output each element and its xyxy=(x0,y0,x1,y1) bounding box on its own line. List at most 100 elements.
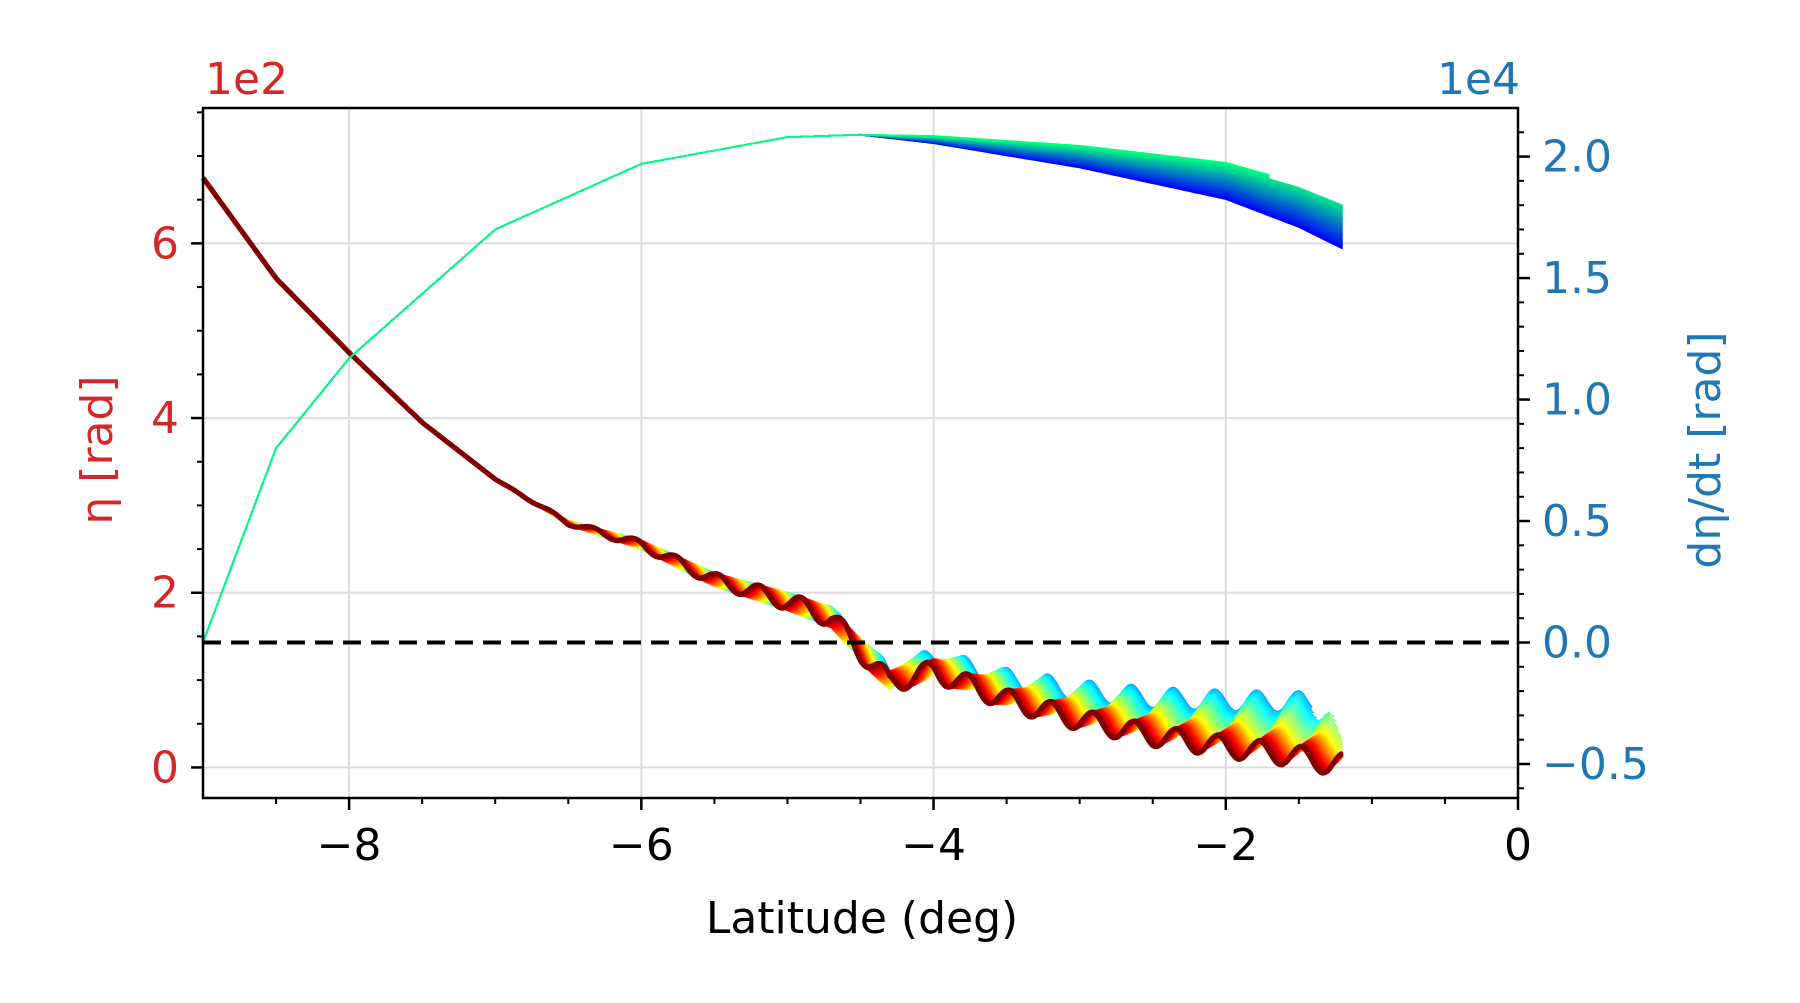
eta-series-line xyxy=(202,177,1344,768)
deta-dt-series-line xyxy=(202,133,1344,643)
eta-series-line xyxy=(202,177,1313,713)
eta-series-line xyxy=(202,177,1344,767)
eta-series-line xyxy=(202,177,1318,722)
deta-dt-series-line xyxy=(202,133,1344,643)
y-left-tick-label: 2 xyxy=(151,568,179,619)
eta-series-line xyxy=(202,177,1322,723)
eta-series-line xyxy=(202,177,1344,749)
deta-dt-series-line xyxy=(202,133,1343,643)
eta-series-line xyxy=(202,177,1344,762)
eta-series-line xyxy=(202,177,1344,760)
deta-dt-series-line xyxy=(202,133,1270,643)
eta-series-line xyxy=(202,177,1344,743)
x-axis-label: Latitude (deg) xyxy=(706,893,1018,944)
deta-dt-series-line xyxy=(202,133,1343,643)
deta-dt-series-line xyxy=(202,133,1343,643)
left-offset-text: 1e2 xyxy=(205,54,288,105)
eta-series-line xyxy=(202,177,1343,756)
deta-dt-series-line xyxy=(202,133,1344,643)
eta-series-line xyxy=(202,177,1343,758)
deta-dt-series-line xyxy=(202,133,1343,643)
y-right-tick-label: −0.5 xyxy=(1542,739,1649,790)
eta-series-line xyxy=(202,177,1337,737)
deta-dt-series-line xyxy=(202,133,1343,643)
eta-series-line xyxy=(202,177,1331,731)
eta-series-line xyxy=(202,177,1344,769)
eta-series-line xyxy=(202,177,1344,770)
eta-series-line xyxy=(202,177,1344,772)
tick-layer: −8 −6 −4 −2 0 0 2 4 6 −0.5 0.0 0.5 1.0 1.5 2.0 xyxy=(151,111,1649,871)
eta-series-line xyxy=(202,177,1344,759)
eta-series-line xyxy=(202,177,1317,719)
deta-dt-series-line xyxy=(202,133,1344,643)
deta-dt-series-line xyxy=(202,133,1344,643)
deta-dt-series-line xyxy=(202,133,1343,643)
deta-dt-series-line xyxy=(202,133,1343,643)
deta-dt-series-line xyxy=(202,133,1344,643)
deta-dt-series-line xyxy=(202,133,1344,643)
eta-series-line xyxy=(202,177,1332,733)
y-right-tick-label: 2.0 xyxy=(1542,132,1612,183)
deta-dt-series-line xyxy=(202,133,1270,643)
right-offset-text: 1e4 xyxy=(1437,54,1520,105)
deta-dt-series-line xyxy=(202,133,1344,643)
deta-dt-series-line xyxy=(202,133,1344,643)
deta-dt-series-line xyxy=(202,133,1344,643)
y-right-tick-label: 0.0 xyxy=(1542,618,1612,669)
y-right-tick-label: 1.5 xyxy=(1542,253,1612,304)
deta-dt-series-line xyxy=(202,133,1270,643)
y-right-tick-label: 0.5 xyxy=(1542,496,1612,547)
deta-dt-series-line xyxy=(202,133,1344,643)
x-tick-label: 0 xyxy=(1504,820,1532,871)
eta-series-line xyxy=(202,177,1342,740)
deta-dt-series-line xyxy=(202,133,1343,643)
eta-series-line xyxy=(202,177,1335,735)
y-left-tick-label: 4 xyxy=(151,393,179,444)
deta-dt-series-line xyxy=(202,133,1344,643)
y-right-tick-label: 1.0 xyxy=(1542,375,1612,426)
eta-series-line xyxy=(202,177,1323,725)
eta-series-line xyxy=(202,177,1344,761)
deta-dt-series-line xyxy=(202,133,1344,643)
eta-series-line xyxy=(202,177,1344,765)
eta-series-line xyxy=(202,177,1315,715)
deta-dt-series-line xyxy=(202,133,1344,643)
eta-series-line xyxy=(201,176,1344,775)
eta-series-line xyxy=(202,177,1344,746)
deta-dt-series-line xyxy=(202,133,1344,643)
y-left-tick-label: 6 xyxy=(151,218,179,269)
eta-series-line xyxy=(202,177,1344,763)
x-tick-label: −4 xyxy=(901,820,966,871)
deta-dt-series-line xyxy=(202,133,1344,643)
y-left-tick-label: 0 xyxy=(151,742,179,793)
y-axis-label-right: dη/dt [rad] xyxy=(1680,331,1731,568)
eta-series-line xyxy=(202,177,1344,764)
x-tick-label: −2 xyxy=(1193,820,1258,871)
deta-dt-series-line xyxy=(202,133,1343,643)
eta-series-line xyxy=(202,177,1343,754)
eta-series-line xyxy=(202,177,1344,765)
deta-dt-series-line xyxy=(202,133,1344,643)
eta-series-line xyxy=(202,177,1344,752)
deta-dt-series-line xyxy=(202,133,1270,643)
eta-series-line xyxy=(202,177,1344,773)
eta-series-line xyxy=(202,177,1340,738)
deta-dt-series-line xyxy=(202,133,1344,643)
eta-series-line xyxy=(202,177,1344,772)
eta-series-line xyxy=(202,177,1344,767)
series-layer xyxy=(201,133,1344,776)
deta-dt-series-line xyxy=(202,133,1344,643)
eta-series-line xyxy=(201,176,1344,776)
deta-dt-series-line xyxy=(202,133,1344,643)
eta-series-line xyxy=(202,177,1328,729)
x-tick-label: −6 xyxy=(609,820,674,871)
deta-dt-series-line xyxy=(202,133,1344,643)
eta-series-line xyxy=(202,177,1344,771)
deta-dt-series-line xyxy=(202,133,1344,643)
deta-dt-series-line xyxy=(202,133,1344,643)
deta-dt-series-line xyxy=(202,133,1344,643)
deta-dt-series-line xyxy=(202,133,1344,643)
deta-dt-series-line xyxy=(202,133,1343,643)
x-tick-label: −8 xyxy=(317,820,382,871)
